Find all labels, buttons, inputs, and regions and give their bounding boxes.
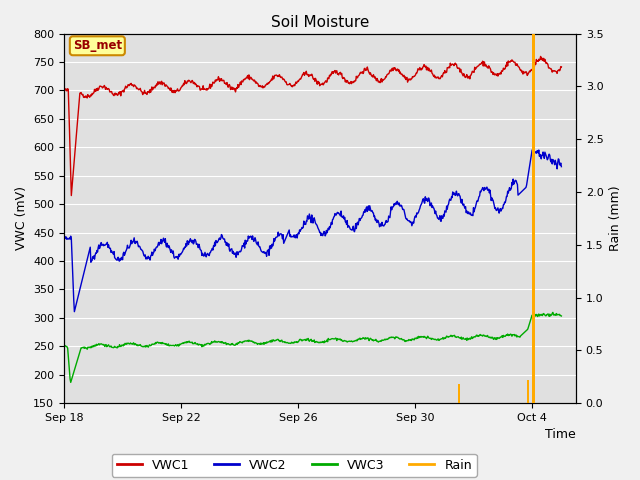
Y-axis label: VWC (mV): VWC (mV) [15,186,28,251]
Text: SB_met: SB_met [73,39,122,52]
X-axis label: Time: Time [545,429,576,442]
Bar [532,34,535,403]
Legend: VWC1, VWC2, VWC3, Rain: VWC1, VWC2, VWC3, Rain [112,454,477,477]
Bar [458,384,460,403]
Bar [527,380,529,403]
Y-axis label: Rain (mm): Rain (mm) [609,186,622,251]
Title: Soil Moisture: Soil Moisture [271,15,369,30]
